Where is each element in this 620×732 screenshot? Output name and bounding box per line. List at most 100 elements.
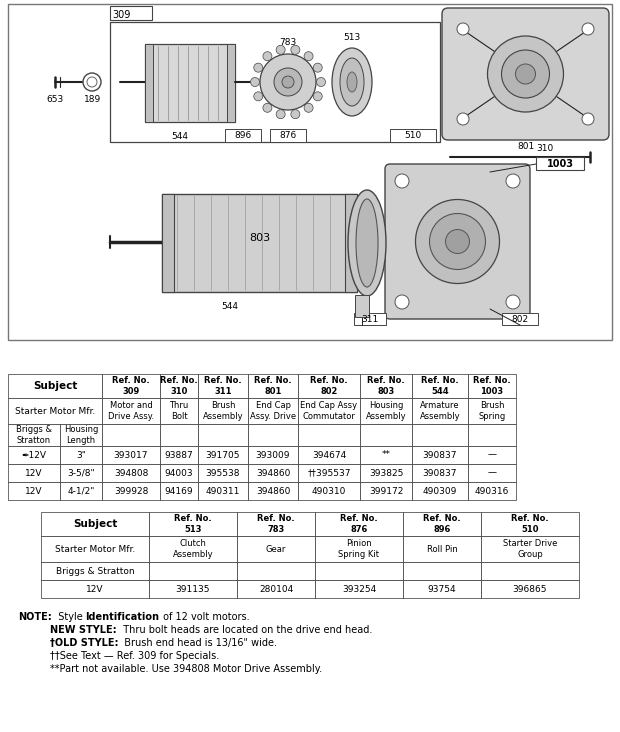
Bar [60, 464, 102, 482]
Text: Thru
Bolt: Thru Bolt [169, 401, 188, 421]
Circle shape [260, 54, 316, 110]
Circle shape [395, 174, 409, 188]
Bar [227, 44, 235, 122]
Text: 544: 544 [172, 132, 188, 141]
Text: Ref. No.
1003: Ref. No. 1003 [473, 376, 511, 396]
Bar [298, 374, 360, 398]
Text: —: — [487, 450, 497, 460]
Text: **: ** [381, 450, 391, 460]
Circle shape [446, 230, 469, 253]
Text: End Cap Assy
Commutator: End Cap Assy Commutator [301, 401, 358, 421]
Bar [8, 4, 612, 340]
Bar [270, 129, 306, 142]
Bar [145, 44, 235, 122]
Circle shape [457, 23, 469, 35]
Ellipse shape [340, 58, 364, 106]
Text: Pinion
Spring Kit: Pinion Spring Kit [339, 539, 379, 559]
Ellipse shape [356, 199, 378, 287]
Circle shape [276, 45, 285, 54]
Text: Ref. No.
309: Ref. No. 309 [112, 376, 150, 396]
Circle shape [250, 78, 260, 86]
Text: 394860: 394860 [256, 487, 290, 496]
Text: —: — [487, 468, 497, 477]
Bar [298, 482, 360, 500]
Circle shape [254, 63, 263, 72]
Text: Ref. No.
876: Ref. No. 876 [340, 515, 378, 534]
Bar [468, 424, 516, 446]
Bar [198, 398, 248, 424]
Bar [198, 464, 248, 482]
Text: 394808: 394808 [114, 468, 148, 477]
Text: Roll Pin: Roll Pin [427, 545, 458, 553]
Bar [502, 313, 538, 325]
Bar [160, 446, 198, 464]
Text: Ref. No.
803: Ref. No. 803 [367, 376, 405, 396]
Text: Briggs & Stratton: Briggs & Stratton [56, 567, 135, 575]
Text: ††395537: ††395537 [308, 468, 351, 477]
Text: Clutch
Assembly: Clutch Assembly [173, 539, 213, 559]
Bar [237, 512, 315, 536]
Bar [149, 580, 237, 598]
Bar [110, 6, 152, 20]
Text: 393009: 393009 [255, 450, 290, 460]
Circle shape [457, 113, 469, 125]
Text: Ref. No.
801: Ref. No. 801 [254, 376, 292, 396]
Text: 490316: 490316 [475, 487, 509, 496]
Text: 391135: 391135 [175, 584, 210, 594]
Bar [8, 424, 60, 446]
Text: 12V: 12V [25, 468, 43, 477]
Bar [536, 157, 584, 170]
Text: 490309: 490309 [423, 487, 457, 496]
Text: Brush
Spring: Brush Spring [479, 401, 506, 421]
Bar [102, 374, 160, 398]
Bar [354, 313, 386, 325]
Bar [468, 398, 516, 424]
Text: Thru bolt heads are located on the drive end head.: Thru bolt heads are located on the drive… [117, 625, 372, 635]
Text: ††See Text — Ref. 309 for Specials.: ††See Text — Ref. 309 for Specials. [50, 651, 219, 661]
Bar [403, 512, 481, 536]
Circle shape [430, 214, 485, 269]
Bar [481, 536, 579, 562]
Bar [149, 536, 237, 562]
Text: Ref. No.
513: Ref. No. 513 [174, 515, 212, 534]
Text: Subject: Subject [73, 519, 117, 529]
Text: 783: 783 [280, 38, 296, 47]
Bar [149, 562, 237, 580]
Text: Style: Style [51, 612, 86, 622]
Ellipse shape [347, 72, 357, 92]
Circle shape [291, 45, 300, 54]
Bar [315, 580, 403, 598]
Text: 311: 311 [361, 315, 379, 324]
Circle shape [502, 50, 549, 98]
Bar [360, 374, 412, 398]
Text: 189: 189 [84, 95, 102, 104]
Text: 280104: 280104 [259, 584, 293, 594]
Text: Briggs &
Stratton: Briggs & Stratton [16, 425, 52, 445]
Bar [298, 398, 360, 424]
Bar [8, 482, 60, 500]
Text: ✒12V: ✒12V [22, 450, 46, 460]
Text: Ref. No.
311: Ref. No. 311 [204, 376, 242, 396]
Bar [160, 424, 198, 446]
Bar [8, 446, 60, 464]
Bar [298, 464, 360, 482]
Text: 390837: 390837 [423, 450, 458, 460]
Bar [102, 464, 160, 482]
Bar [160, 374, 198, 398]
Bar [248, 482, 298, 500]
Text: 395538: 395538 [206, 468, 241, 477]
Text: 390837: 390837 [423, 468, 458, 477]
Bar [360, 482, 412, 500]
Bar [248, 374, 298, 398]
Bar [481, 562, 579, 580]
Circle shape [582, 113, 594, 125]
Text: 3-5/8": 3-5/8" [67, 468, 95, 477]
Bar [41, 512, 149, 536]
Text: NEW STYLE:: NEW STYLE: [50, 625, 117, 635]
Text: 544: 544 [221, 302, 238, 311]
Bar [390, 129, 436, 142]
Bar [60, 424, 102, 446]
Bar [237, 562, 315, 580]
Bar [41, 562, 149, 580]
Text: Subject: Subject [33, 381, 77, 391]
